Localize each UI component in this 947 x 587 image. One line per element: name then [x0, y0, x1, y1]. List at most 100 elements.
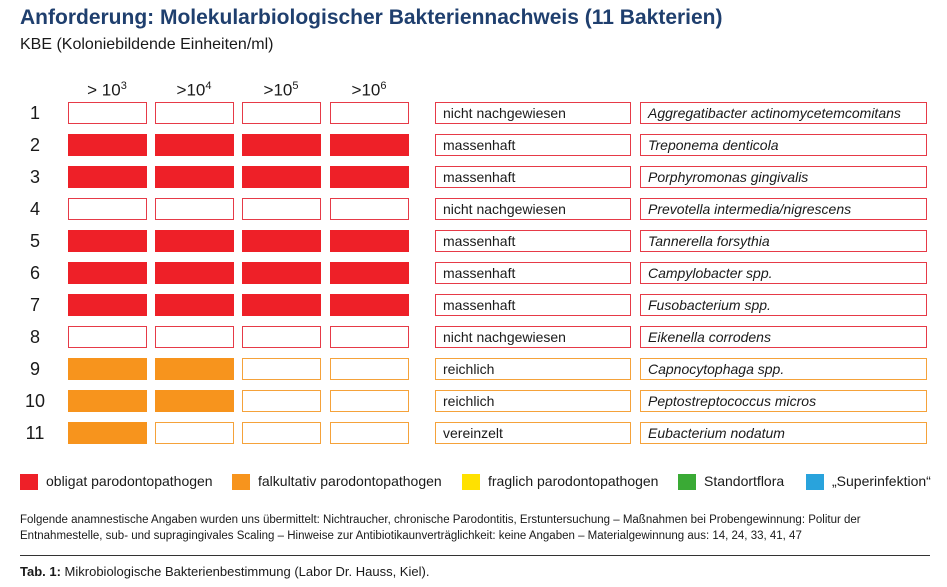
page-subtitle: KBE (Koloniebildende Einheiten/ml): [20, 36, 274, 53]
legend-label: falkultativ parodontopathogen: [258, 473, 442, 489]
cfu-cell-empty: [242, 358, 321, 380]
caption-text: Mikrobiologische Bakterienbestimmung (La…: [60, 564, 430, 579]
cfu-cell-empty: [155, 326, 234, 348]
legend-swatch: [678, 474, 696, 490]
cfu-cell-filled: [330, 294, 409, 316]
cfu-cell-filled: [242, 294, 321, 316]
cfu-cell-filled: [330, 134, 409, 156]
legend-label: Standortflora: [704, 473, 785, 489]
cfu-cell-filled: [330, 230, 409, 252]
species-name: Porphyromonas gingivalis: [640, 166, 927, 188]
column-header-base: > 10: [87, 80, 121, 100]
table-row: 2 massenhaft Treponema denticola: [0, 134, 947, 158]
column-header-exponent: 6: [380, 80, 387, 92]
detection-status: massenhaft: [435, 230, 631, 252]
row-number: 5: [29, 231, 40, 251]
cfu-cell-filled: [68, 422, 147, 444]
cfu-cell-filled: [68, 134, 147, 156]
row-number: 10: [24, 391, 46, 411]
species-name: Campylobacter spp.: [640, 262, 927, 284]
page-title: Anforderung: Molekularbiologischer Bakte…: [20, 6, 723, 29]
row-number: 3: [29, 167, 40, 187]
legend-swatch: [462, 474, 480, 490]
species-name: Peptostreptococcus micros: [640, 390, 927, 412]
species-name: Fusobacterium spp.: [640, 294, 927, 316]
species-name: Tannerella forsythia: [640, 230, 927, 252]
cfu-cell-filled: [155, 358, 234, 380]
column-header: >106: [328, 80, 410, 101]
cfu-cell-filled: [155, 294, 234, 316]
cfu-cell-filled: [242, 230, 321, 252]
cfu-cell-filled: [68, 390, 147, 412]
detection-status: massenhaft: [435, 294, 631, 316]
cfu-cell-empty: [242, 422, 321, 444]
row-number: 4: [29, 199, 40, 219]
legend-label: „Superinfektion“: [832, 473, 931, 489]
cfu-cell-filled: [68, 294, 147, 316]
row-number: 7: [29, 295, 40, 315]
cfu-cell-empty: [330, 198, 409, 220]
cfu-cell-empty: [242, 390, 321, 412]
column-header-exponent: 5: [292, 80, 299, 92]
detection-status: reichlich: [435, 390, 631, 412]
cfu-cell-empty: [155, 102, 234, 124]
cfu-cell-filled: [330, 166, 409, 188]
table-row: 9 reichlich Capnocytophaga spp.: [0, 358, 947, 382]
cfu-cell-empty: [242, 326, 321, 348]
column-header: >104: [153, 80, 235, 101]
divider: [20, 555, 930, 556]
species-name: Capnocytophaga spp.: [640, 358, 927, 380]
species-name: Prevotella intermedia/nigrescens: [640, 198, 927, 220]
column-header: >105: [240, 80, 322, 101]
cfu-cell-filled: [68, 166, 147, 188]
table-row: 10 reichlich Peptostreptococcus micros: [0, 390, 947, 414]
detection-status: massenhaft: [435, 166, 631, 188]
table-row: 6 massenhaft Campylobacter spp.: [0, 262, 947, 286]
table-row: 4 nicht nachgewiesen Prevotella intermedia…: [0, 198, 947, 222]
cfu-cell-empty: [242, 198, 321, 220]
cfu-cell-filled: [242, 166, 321, 188]
column-header-exponent: 3: [120, 80, 127, 92]
table-caption: Tab. 1: Mikrobiologische Bakterienbestim…: [20, 564, 429, 579]
column-header-exponent: 4: [205, 80, 212, 92]
detection-status: vereinzelt: [435, 422, 631, 444]
detection-status: nicht nachgewiesen: [435, 198, 631, 220]
cfu-cell-filled: [242, 262, 321, 284]
table-row: 11 vereinzelt Eubacterium nodatum: [0, 422, 947, 446]
cfu-cell-filled: [330, 262, 409, 284]
detection-status: reichlich: [435, 358, 631, 380]
row-number: 9: [29, 359, 40, 379]
legend-swatch: [20, 474, 38, 490]
column-header-base: >10: [263, 80, 293, 100]
legend: obligat parodontopathogen falkultativ par…: [0, 472, 947, 494]
species-name: Treponema denticola: [640, 134, 927, 156]
column-header-base: >10: [176, 80, 206, 100]
row-number: 6: [29, 263, 40, 283]
row-number: 11: [25, 423, 45, 443]
cfu-cell-empty: [68, 102, 147, 124]
cfu-cell-filled: [68, 230, 147, 252]
table-row: 7 massenhaft Fusobacterium spp.: [0, 294, 947, 318]
anamnesis-note: Folgende anamnestische Angaben wurden un…: [20, 514, 861, 542]
column-header: > 103: [66, 80, 148, 101]
legend-swatch: [806, 474, 824, 490]
row-number: 1: [29, 103, 40, 123]
species-name: Eikenella corrodens: [640, 326, 927, 348]
cfu-cell-empty: [330, 326, 409, 348]
cfu-cell-empty: [330, 102, 409, 124]
cfu-cell-filled: [68, 358, 147, 380]
cfu-cell-empty: [155, 422, 234, 444]
detection-status: massenhaft: [435, 134, 631, 156]
cfu-cell-empty: [330, 358, 409, 380]
detection-status: massenhaft: [435, 262, 631, 284]
row-number: 2: [29, 135, 40, 155]
row-number: 8: [29, 327, 40, 347]
cfu-cell-filled: [242, 134, 321, 156]
cfu-cell-empty: [155, 198, 234, 220]
column-header-base: >10: [351, 80, 381, 100]
cfu-cell-filled: [155, 230, 234, 252]
cfu-cell-empty: [242, 102, 321, 124]
legend-label: obligat parodontopathogen: [46, 473, 213, 489]
species-name: Eubacterium nodatum: [640, 422, 927, 444]
cfu-cell-empty: [68, 198, 147, 220]
